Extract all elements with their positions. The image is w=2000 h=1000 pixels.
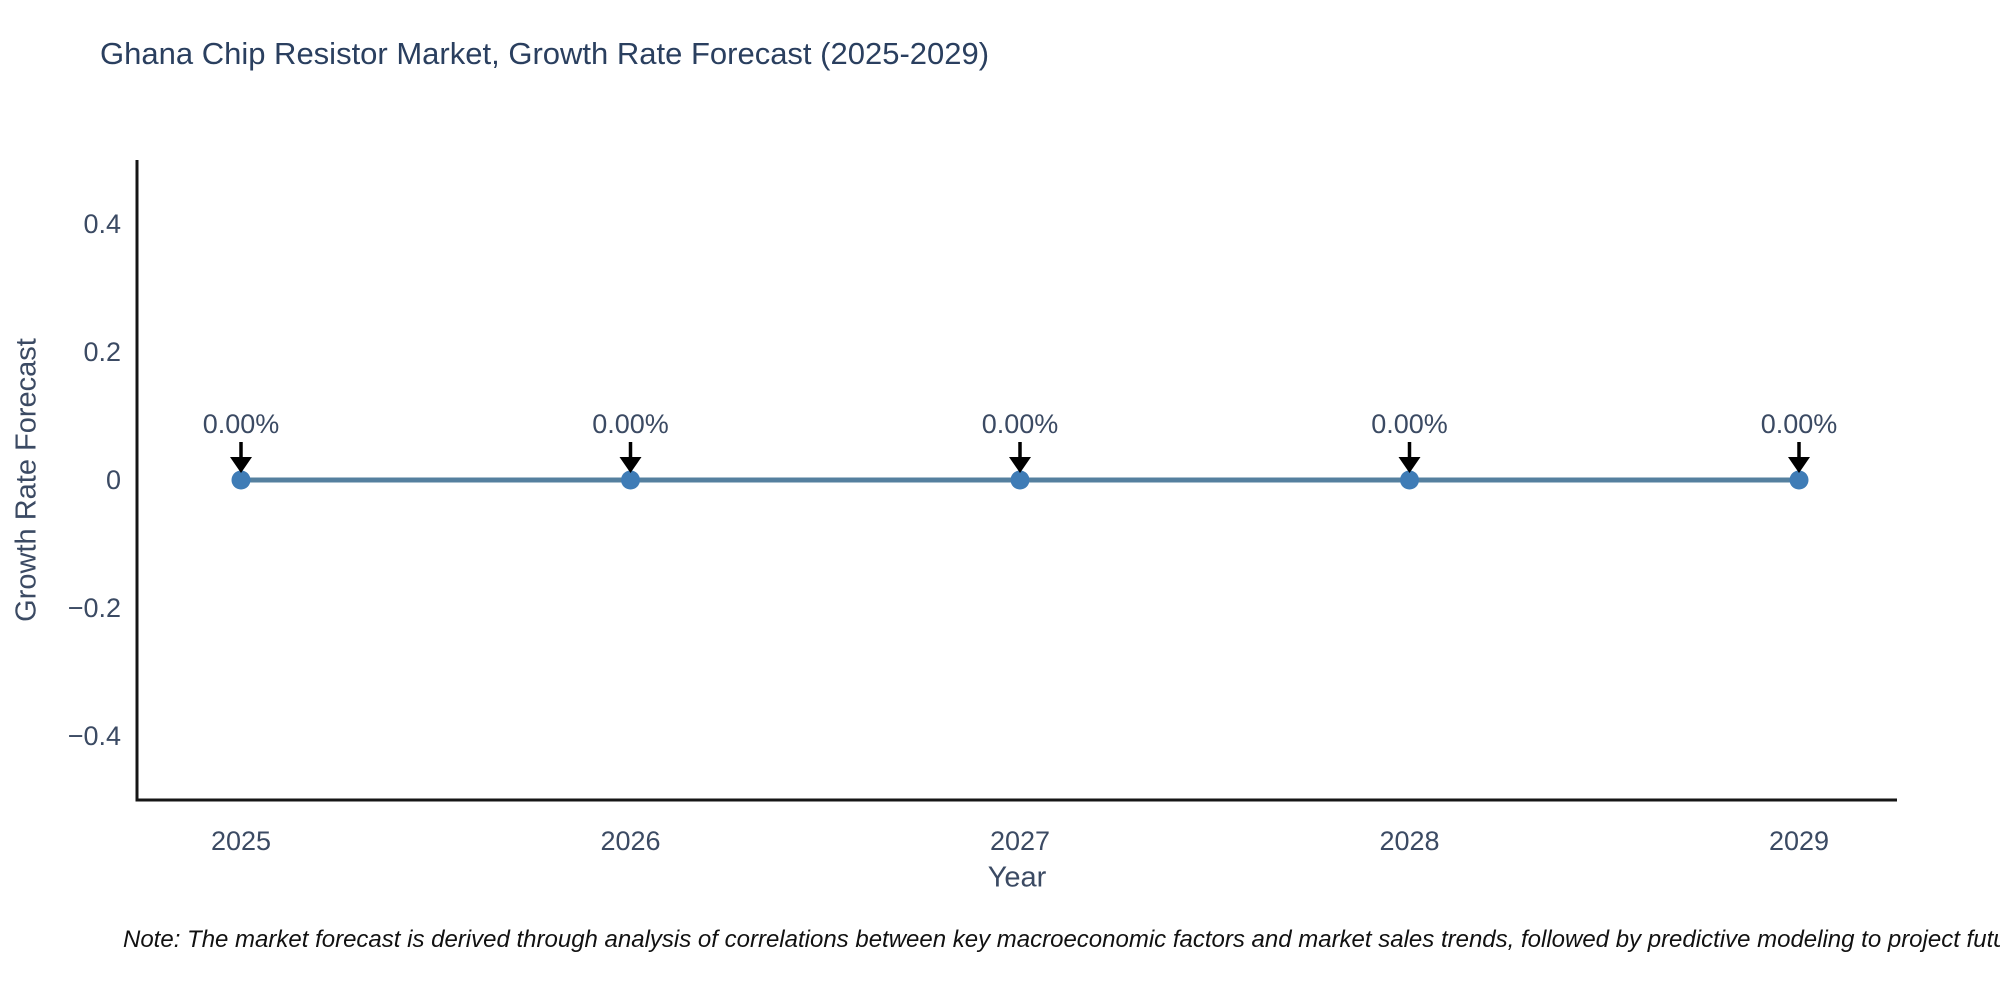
data-point-label: 0.00% (1371, 409, 1448, 439)
y-tick-label: 0.2 (83, 337, 121, 367)
data-point-label: 0.00% (982, 409, 1059, 439)
y-tick-label: 0 (106, 465, 121, 495)
data-point-label: 0.00% (203, 409, 280, 439)
annotation-arrow-head (230, 457, 252, 473)
footnote-text: Note: The market forecast is derived thr… (123, 926, 2000, 953)
x-tick-label: 2029 (1769, 826, 1829, 856)
y-tick-label: 0.4 (83, 209, 121, 239)
annotation-arrow-head (1788, 457, 1810, 473)
x-tick-label: 2027 (990, 826, 1050, 856)
data-point-marker (1789, 470, 1809, 490)
chart-title: Ghana Chip Resistor Market, Growth Rate … (100, 36, 990, 71)
data-point-label: 0.00% (592, 409, 669, 439)
x-tick-label: 2028 (1379, 826, 1439, 856)
data-point-marker (621, 470, 640, 490)
x-tick-label: 2025 (211, 826, 271, 856)
annotation-arrow-head (619, 457, 642, 473)
data-point-marker (1010, 470, 1030, 490)
x-axis-title: Year (987, 861, 1047, 894)
y-axis-title: Growth Rate Forecast (10, 338, 43, 622)
data-point-label: 0.00% (1761, 409, 1838, 439)
y-tick-label: −0.4 (68, 721, 121, 751)
annotation-arrow-head (1009, 457, 1031, 473)
annotation-arrow-head (1398, 457, 1421, 473)
data-point-marker (231, 470, 251, 490)
y-tick-label: −0.2 (68, 593, 121, 623)
data-point-marker (1400, 470, 1419, 490)
x-tick-label: 2026 (600, 826, 660, 856)
